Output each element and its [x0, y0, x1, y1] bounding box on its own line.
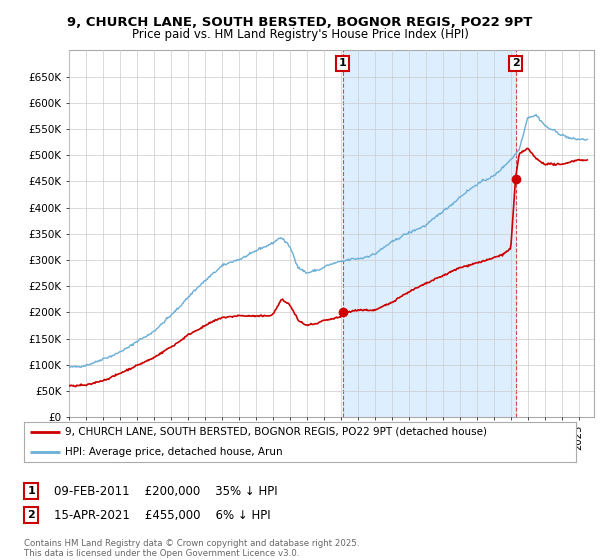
Bar	[343, 50, 515, 417]
Text: 9, CHURCH LANE, SOUTH BERSTED, BOGNOR REGIS, PO22 9PT: 9, CHURCH LANE, SOUTH BERSTED, BOGNOR RE…	[67, 16, 533, 29]
Text: 1: 1	[338, 58, 346, 68]
Text: 9, CHURCH LANE, SOUTH BERSTED, BOGNOR REGIS, PO22 9PT (detached house): 9, CHURCH LANE, SOUTH BERSTED, BOGNOR RE…	[65, 427, 487, 437]
Text: 15-APR-2021    £455,000    6% ↓ HPI: 15-APR-2021 £455,000 6% ↓ HPI	[54, 508, 271, 522]
Text: 1: 1	[28, 486, 35, 496]
Text: HPI: Average price, detached house, Arun: HPI: Average price, detached house, Arun	[65, 447, 283, 457]
Text: Price paid vs. HM Land Registry's House Price Index (HPI): Price paid vs. HM Land Registry's House …	[131, 28, 469, 41]
Text: 09-FEB-2011    £200,000    35% ↓ HPI: 09-FEB-2011 £200,000 35% ↓ HPI	[54, 484, 278, 498]
Text: Contains HM Land Registry data © Crown copyright and database right 2025.
This d: Contains HM Land Registry data © Crown c…	[24, 539, 359, 558]
Text: 2: 2	[28, 510, 35, 520]
Text: 2: 2	[512, 58, 520, 68]
